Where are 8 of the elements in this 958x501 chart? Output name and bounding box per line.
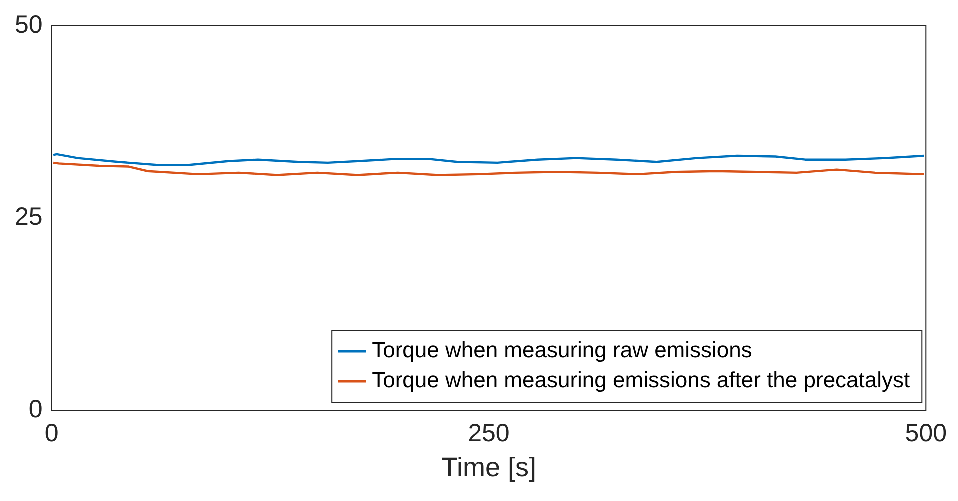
x-axis-title: Time [s] bbox=[441, 452, 536, 482]
y-tick-label: 25 bbox=[14, 203, 43, 232]
y-tick-label: 50 bbox=[14, 10, 43, 39]
legend-label: Torque when measuring raw emissions bbox=[372, 338, 752, 363]
x-tick-label: 250 bbox=[468, 419, 510, 448]
legend-label: Torque when measuring emissions after the precatalyst bbox=[372, 368, 910, 393]
x-tick-label: 500 bbox=[905, 419, 948, 448]
y-tick-label: 0 bbox=[28, 395, 43, 424]
